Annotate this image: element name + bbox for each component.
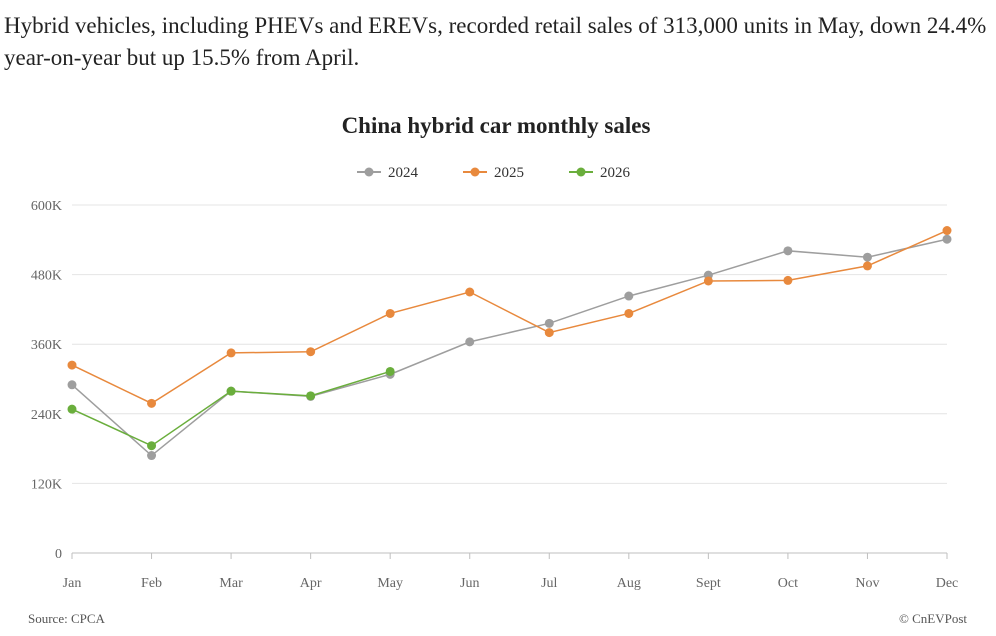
source-note: Source: CPCA	[28, 611, 106, 626]
data-point-2025[interactable]	[147, 398, 157, 408]
copyright-note: © CnEVPost	[899, 611, 967, 626]
x-tick-label: Dec	[936, 576, 959, 591]
x-axis: Jan Feb Mar Apr May Jun Jul Aug Sept Oct Nov Dec	[63, 552, 959, 591]
x-tick-label: Jul	[541, 576, 557, 591]
y-tick-label: 360K	[31, 338, 62, 353]
data-point-2024[interactable]	[544, 318, 554, 328]
series-2025	[67, 226, 952, 408]
legend-marker	[576, 167, 586, 177]
x-tick-label: Nov	[855, 576, 879, 591]
legend-label: 2024	[388, 165, 419, 181]
data-point-2024[interactable]	[862, 252, 872, 262]
data-point-2025[interactable]	[385, 308, 395, 318]
legend-label: 2026	[600, 165, 631, 181]
x-tick-label: Feb	[141, 576, 162, 591]
y-tick-label: 0	[55, 547, 62, 562]
legend-marker	[470, 167, 480, 177]
legend-marker	[364, 167, 374, 177]
legend: 2024 2025 2026	[357, 165, 631, 181]
data-point-2025[interactable]	[862, 261, 872, 271]
x-tick-label: Aug	[617, 576, 641, 591]
series-group	[67, 226, 952, 461]
series-2026	[67, 366, 395, 451]
data-point-2024[interactable]	[783, 246, 793, 256]
data-point-2025[interactable]	[703, 276, 713, 286]
legend-label: 2025	[494, 165, 524, 181]
data-point-2024[interactable]	[942, 234, 952, 244]
data-point-2025[interactable]	[226, 348, 236, 358]
series-2024	[67, 234, 952, 461]
grid-lines	[72, 204, 947, 484]
data-point-2026[interactable]	[306, 391, 316, 401]
y-tick-label: 480K	[31, 269, 62, 284]
intro-paragraph: Hybrid vehicles, including PHEVs and ERE…	[4, 13, 987, 70]
data-point-2025[interactable]	[544, 328, 554, 338]
data-point-2026[interactable]	[67, 404, 77, 414]
y-tick-label: 120K	[31, 477, 62, 492]
x-tick-label: Sept	[696, 576, 721, 591]
x-tick-label: Mar	[219, 576, 243, 591]
data-point-2025[interactable]	[624, 308, 634, 318]
data-point-2025[interactable]	[465, 287, 475, 297]
data-point-2026[interactable]	[226, 386, 236, 396]
y-tick-label: 600K	[31, 199, 62, 214]
x-tick-label: May	[377, 576, 403, 591]
x-tick-label: Jun	[460, 576, 479, 591]
data-point-2024[interactable]	[67, 380, 77, 390]
data-point-2025[interactable]	[306, 347, 316, 357]
x-tick-label: Oct	[778, 576, 798, 591]
x-tick-label: Jan	[63, 576, 82, 591]
data-point-2024[interactable]	[147, 451, 157, 461]
series-line-2026	[71, 370, 391, 447]
data-point-2024[interactable]	[465, 337, 475, 347]
data-point-2025[interactable]	[67, 360, 77, 370]
data-point-2025[interactable]	[783, 275, 793, 285]
data-point-2025[interactable]	[942, 226, 952, 236]
legend-item-2025[interactable]: 2025	[463, 165, 524, 181]
legend-item-2024[interactable]: 2024	[357, 165, 419, 181]
chart-title: China hybrid car monthly sales	[342, 113, 651, 138]
y-axis: 0 120K 240K 360K 480K 600K	[31, 199, 62, 562]
data-point-2026[interactable]	[147, 441, 157, 451]
data-point-2026[interactable]	[385, 366, 395, 376]
legend-item-2026[interactable]: 2026	[569, 165, 631, 181]
series-line-2024	[71, 238, 948, 457]
y-tick-label: 240K	[31, 408, 62, 423]
series-line-2025	[71, 229, 948, 405]
data-point-2024[interactable]	[624, 291, 634, 301]
x-tick-label: Apr	[300, 576, 322, 591]
